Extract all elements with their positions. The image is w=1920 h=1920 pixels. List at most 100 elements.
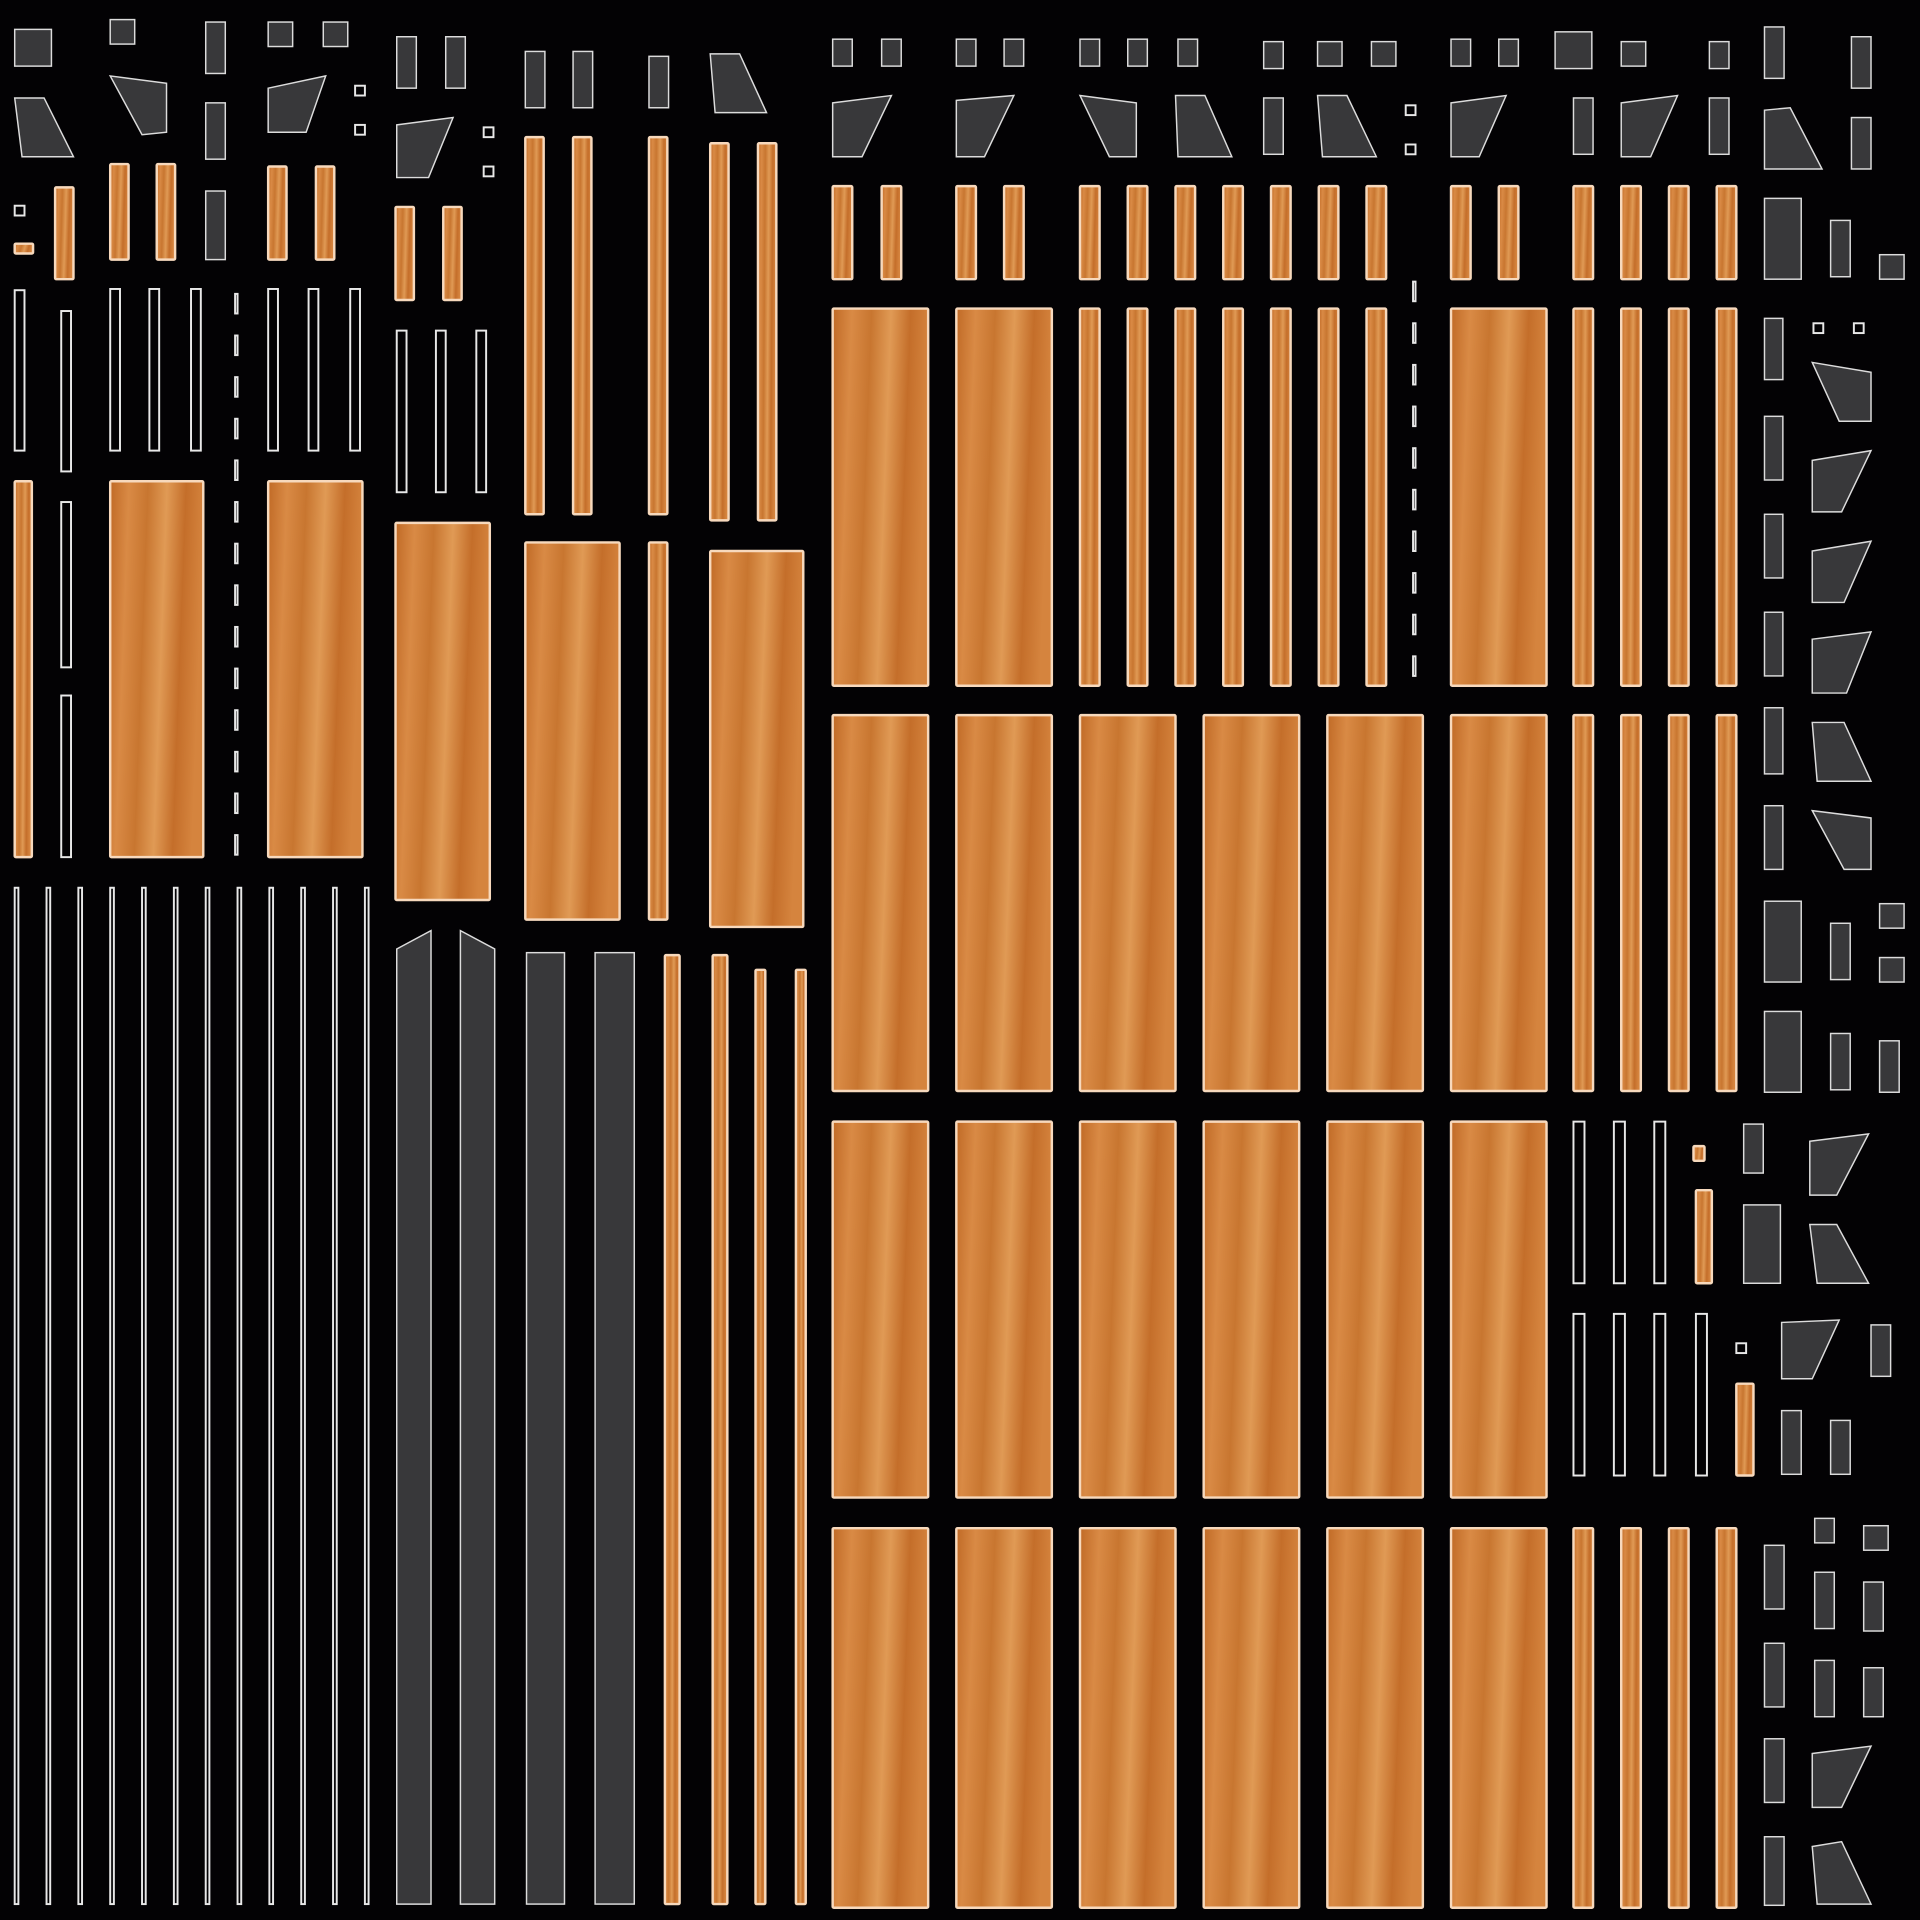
wire-strip [482, 165, 495, 178]
wire-strip [1404, 143, 1417, 156]
wire-strip [434, 329, 447, 494]
gray-island [1878, 956, 1905, 983]
wood-plank [1572, 1526, 1595, 1909]
gray-island [1878, 902, 1905, 929]
wood-plank [1078, 307, 1101, 687]
wood-plank [794, 968, 807, 1906]
wire-strip [234, 834, 239, 856]
wood-plank [1692, 1144, 1706, 1163]
wood-plank [155, 162, 177, 261]
gray-island [1554, 31, 1593, 70]
wire-strip [60, 310, 72, 473]
wire-strip [234, 709, 239, 731]
gray-trapezoid [13, 97, 75, 158]
wood-plank [1667, 1526, 1690, 1909]
gray-island [1742, 1204, 1782, 1284]
wire-strip [332, 886, 338, 1906]
gray-island [396, 929, 432, 1905]
gray-island [831, 38, 853, 67]
wood-plank [1449, 713, 1548, 1093]
gray-trapezoid [1450, 94, 1508, 158]
wood-plank [1202, 713, 1301, 1093]
wood-plank [754, 968, 767, 1906]
wire-strip [204, 886, 211, 1906]
gray-island [1079, 38, 1101, 67]
gray-island [1498, 38, 1520, 67]
wood-plank [1620, 307, 1643, 687]
gray-island [1763, 804, 1784, 871]
wood-plank [708, 142, 730, 522]
wire-strip [234, 417, 239, 440]
wood-plank [1449, 1120, 1548, 1499]
gray-island [1862, 1581, 1885, 1632]
wood-plank [663, 953, 681, 1906]
wire-strip [77, 886, 84, 1906]
wire-strip [1612, 1120, 1626, 1285]
gray-island [1850, 36, 1872, 89]
wire-strip [13, 886, 20, 1906]
gray-island [1708, 97, 1730, 156]
wood-plank [831, 184, 854, 281]
wire-strip [1412, 280, 1417, 303]
gray-island [1878, 1040, 1900, 1093]
wire-strip [1852, 322, 1865, 335]
gray-trapezoid [1620, 94, 1679, 158]
wire-strip [234, 667, 239, 690]
gray-island [1763, 1010, 1802, 1093]
wire-strip [1612, 1312, 1626, 1477]
wire-strip [349, 288, 361, 452]
gray-island [525, 951, 566, 1905]
gray-island [1763, 1738, 1785, 1804]
gray-island [524, 50, 546, 109]
gray-trapezoid [1763, 106, 1824, 170]
wire-strip [172, 886, 179, 1906]
wood-plank [1715, 184, 1738, 281]
gray-trapezoid [1811, 721, 1873, 782]
wood-plank [1078, 184, 1101, 281]
gray-island [648, 55, 670, 109]
gray-island [322, 21, 349, 48]
wood-plank [955, 1526, 1054, 1909]
gray-island [1450, 38, 1472, 67]
wood-plank [1326, 1526, 1425, 1909]
gray-island [1708, 40, 1730, 70]
wire-strip [1412, 322, 1417, 344]
wood-plank [1620, 713, 1643, 1093]
wire-strip [475, 329, 488, 494]
wire-strip [1812, 322, 1825, 335]
wood-plank [1667, 713, 1690, 1093]
wood-plank [1365, 307, 1388, 687]
gray-island [1763, 415, 1784, 481]
gray-island [955, 38, 977, 67]
gray-trapezoid [108, 75, 168, 136]
gray-island [204, 190, 227, 261]
wood-plank [1269, 307, 1292, 687]
wood-plank [1202, 1120, 1301, 1499]
gray-island [1127, 38, 1149, 67]
wood-plank [880, 184, 903, 281]
gray-island [1620, 40, 1647, 67]
gray-island [1862, 1524, 1889, 1551]
wood-plank [1620, 1526, 1643, 1909]
wire-strip [234, 792, 239, 815]
gray-island [1763, 900, 1802, 983]
wire-strip [234, 584, 239, 606]
wire-strip [363, 886, 370, 1906]
gray-trapezoid [1316, 94, 1378, 158]
gray-trapezoid [1811, 630, 1873, 694]
wood-plank [266, 479, 364, 859]
wire-strip [482, 126, 495, 139]
gray-island [1763, 1544, 1785, 1610]
gray-trapezoid [1810, 809, 1872, 871]
wood-plank [394, 205, 416, 302]
wire-strip [234, 459, 239, 481]
wire-strip [45, 886, 52, 1906]
wire-strip [234, 376, 239, 398]
gray-trapezoid [955, 94, 1016, 158]
gray-island [1177, 38, 1199, 67]
wood-plank [1317, 307, 1340, 687]
wood-plank [1222, 184, 1245, 281]
wire-strip [267, 288, 279, 452]
